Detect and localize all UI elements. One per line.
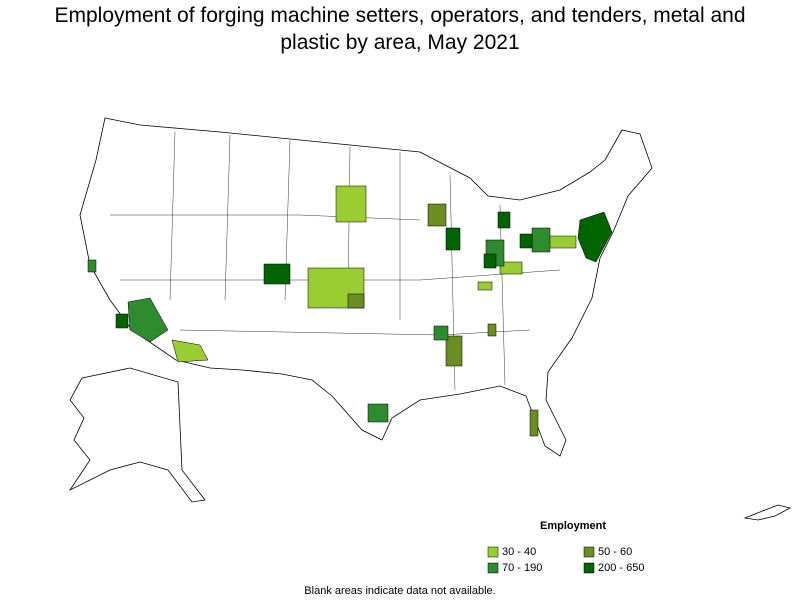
area-region (547, 235, 577, 249)
area-region (263, 263, 291, 285)
legend-label: 70 - 190 (502, 562, 542, 574)
area-region (445, 335, 463, 367)
legend-swatch (583, 546, 595, 558)
area-region (519, 233, 533, 249)
area-region (433, 325, 449, 341)
state-lines (110, 131, 561, 391)
footnote: Blank areas indicate data not available. (304, 585, 495, 597)
area-region (499, 261, 523, 275)
area-region (87, 259, 97, 273)
hawaii (743, 504, 792, 521)
legend-title: Employment (540, 520, 606, 532)
alaska (68, 367, 206, 503)
area-region (335, 185, 367, 223)
area-region (477, 281, 493, 291)
area-region (171, 339, 209, 363)
area-region (487, 323, 497, 337)
area-region (483, 253, 497, 269)
area-region (577, 211, 613, 263)
legend-label: 50 - 60 (598, 546, 632, 558)
area-region (529, 409, 539, 437)
legend-swatch (583, 562, 595, 574)
area-region (115, 313, 129, 329)
area-region (367, 403, 389, 423)
area-region (497, 211, 511, 229)
area-region (531, 227, 551, 253)
legend-swatch (487, 562, 499, 574)
legend-label: 200 - 650 (598, 562, 644, 574)
area-region (445, 227, 461, 251)
area-region (427, 203, 447, 227)
area-region (347, 293, 365, 309)
map-title: Employment of forging machine setters, o… (54, 4, 746, 54)
us-outline (79, 117, 653, 457)
legend-swatch (487, 546, 499, 558)
legend-label: 30 - 40 (502, 546, 536, 558)
area-region (127, 297, 169, 343)
